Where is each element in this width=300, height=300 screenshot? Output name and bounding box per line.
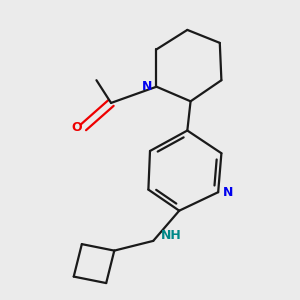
Text: NH: NH xyxy=(161,229,182,242)
Text: N: N xyxy=(223,186,233,199)
Text: O: O xyxy=(71,121,82,134)
Text: N: N xyxy=(142,80,152,93)
